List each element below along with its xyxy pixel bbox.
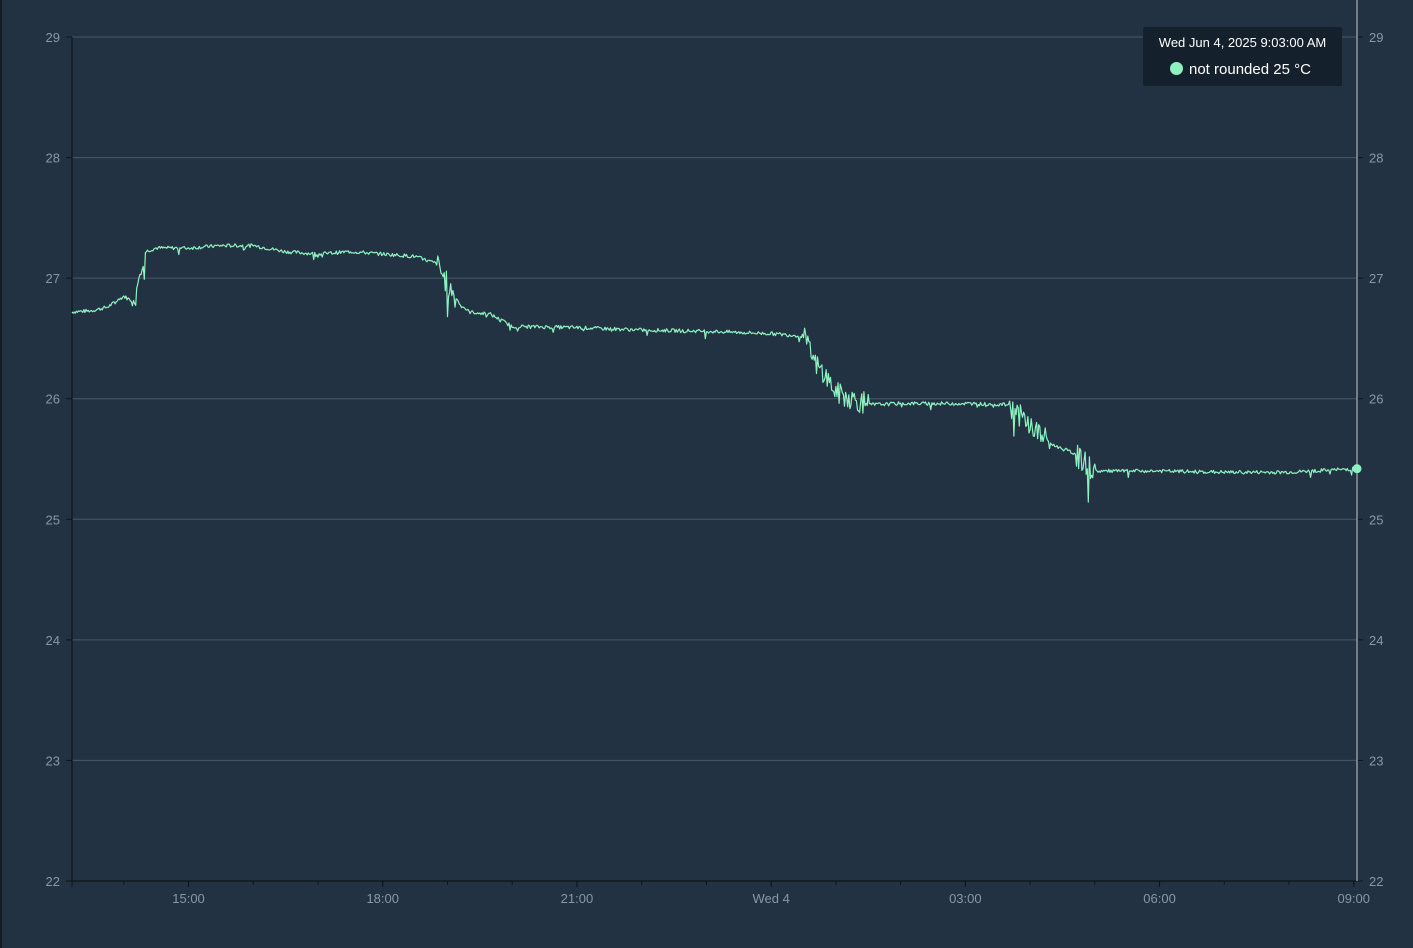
y-tick-label-left: 27 xyxy=(46,271,60,286)
y-axis-left-ticks: 22 23 24 25 26 27 28 29 xyxy=(46,30,72,889)
y-tick-label-right: 25 xyxy=(1369,512,1383,527)
series-line-not-rounded[interactable] xyxy=(71,243,1358,503)
tooltip-value: 25 °C xyxy=(1273,61,1311,78)
x-tick-label: 09:00 xyxy=(1337,891,1370,906)
y-tick-label-right: 26 xyxy=(1369,392,1383,407)
x-tick-label: 03:00 xyxy=(949,891,982,906)
series-not-rounded[interactable] xyxy=(71,243,1358,503)
grid-lines xyxy=(72,36,1357,882)
y-tick-label-left: 25 xyxy=(46,512,60,527)
series-color-dot-icon xyxy=(1170,62,1183,75)
y-tick-label-right: 27 xyxy=(1369,271,1383,286)
y-tick-label-left: 22 xyxy=(46,874,60,889)
x-tick-label: 18:00 xyxy=(366,891,399,906)
y-tick-label-left: 26 xyxy=(46,392,60,407)
y-tick-label-right: 28 xyxy=(1369,151,1383,166)
x-tick-label: 15:00 xyxy=(172,891,205,906)
y-tick-label-left: 29 xyxy=(46,30,60,45)
x-tick-label: 21:00 xyxy=(561,891,594,906)
chart-tooltip: Wed Jun 4, 2025 9:03:00 AM not rounded 2… xyxy=(1143,27,1342,86)
y-tick-label-right: 29 xyxy=(1369,30,1383,45)
tooltip-series-name: not rounded xyxy=(1189,61,1270,78)
x-tick-label: Wed 4 xyxy=(752,891,789,906)
axes xyxy=(71,37,1357,882)
x-axis-ticks: 15:00 18:00 21:00 Wed 4 03:00 06:00 09:00 xyxy=(71,881,1370,906)
tooltip-row: not rounded 25 °C xyxy=(1170,61,1311,78)
y-axis-right-ticks: 22 23 24 25 26 27 28 29 xyxy=(1357,30,1383,889)
y-tick-label-left: 24 xyxy=(46,633,60,648)
tooltip-time: Wed Jun 4, 2025 9:03:00 AM xyxy=(1158,35,1327,50)
y-tick-label-left: 23 xyxy=(46,753,60,768)
y-tick-label-right: 22 xyxy=(1369,874,1383,889)
y-tick-label-right: 23 xyxy=(1369,753,1383,768)
x-tick-label: 06:00 xyxy=(1143,891,1176,906)
y-tick-label-right: 24 xyxy=(1369,633,1383,648)
hover-point-marker xyxy=(1352,464,1362,474)
y-tick-label-left: 28 xyxy=(46,151,60,166)
